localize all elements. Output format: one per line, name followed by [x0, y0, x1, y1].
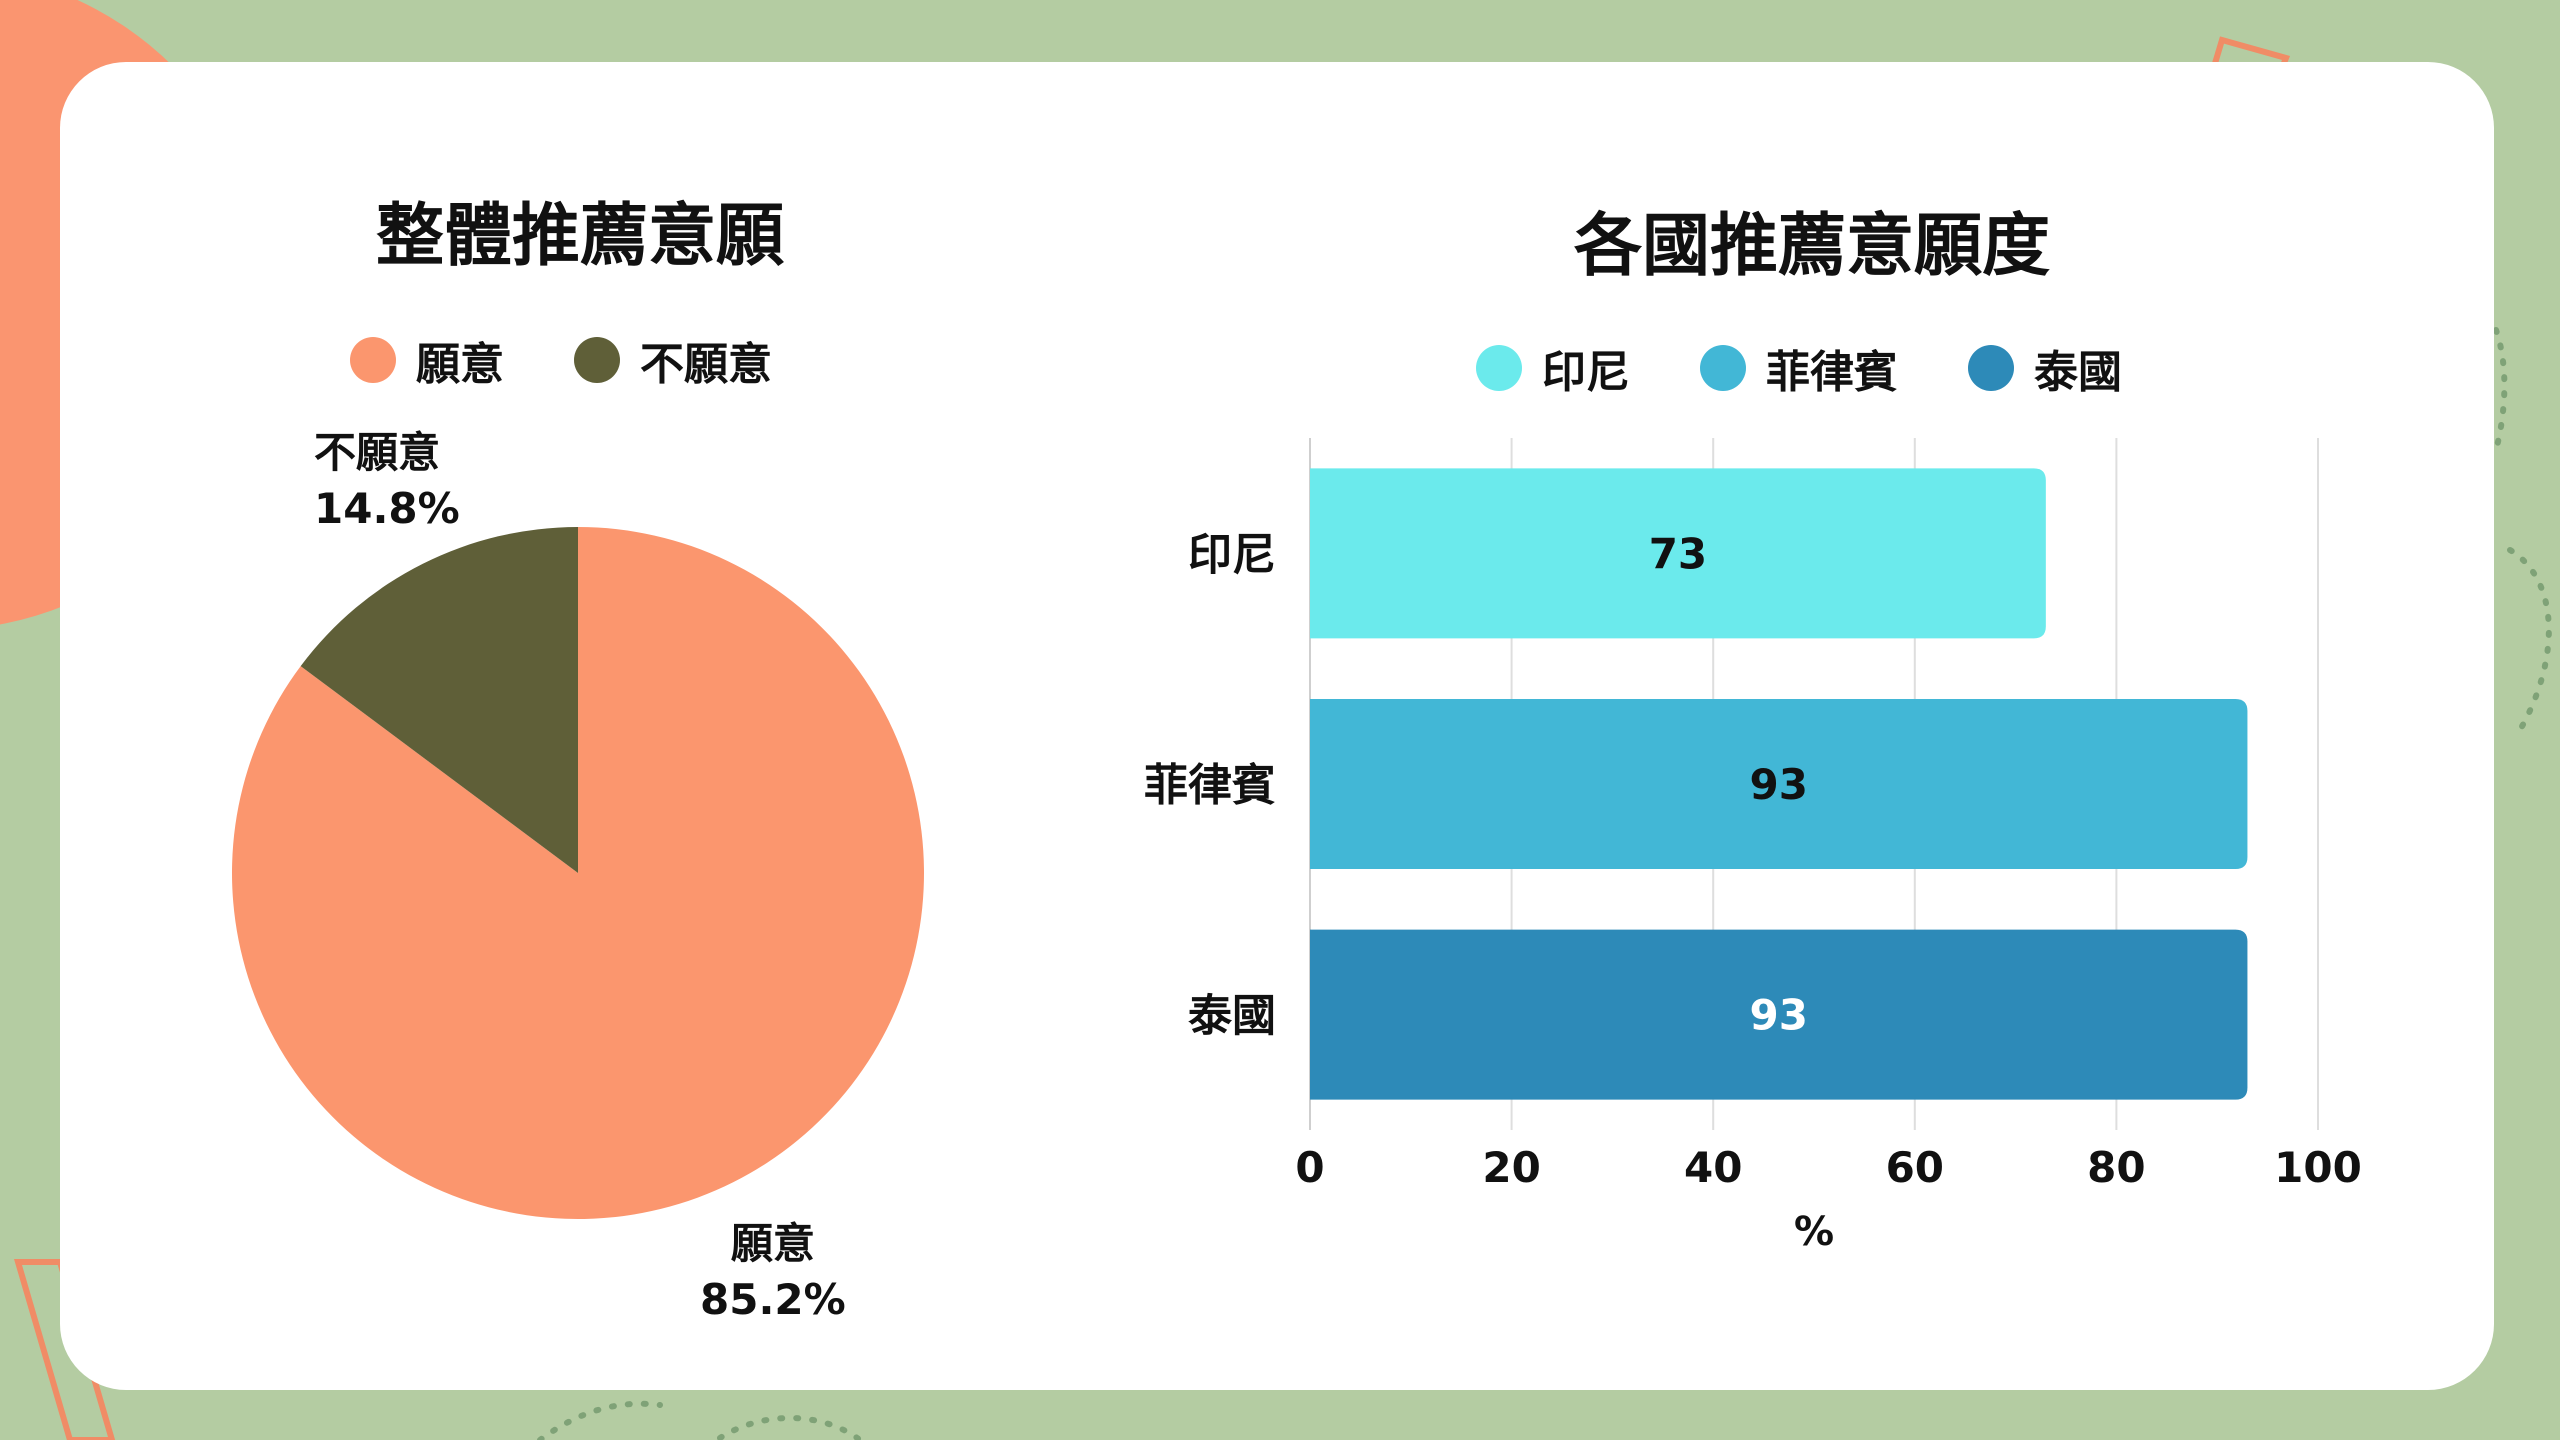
- legend-dot-icon: [1476, 345, 1522, 391]
- legend-item-indonesia: 印尼: [1476, 336, 1630, 400]
- bar-thailand: [1310, 929, 2248, 1100]
- legend-dot-icon: [574, 337, 620, 383]
- category-label: 菲律賓: [1144, 760, 1276, 811]
- decorative-dotted-curve: [2507, 547, 2552, 733]
- bar-indonesia: [1310, 468, 2046, 639]
- x-axis-label: %: [1794, 1209, 1834, 1255]
- decorative-dotted-curve: [2493, 327, 2508, 453]
- legend-dot-icon: [1700, 345, 1746, 391]
- pie-legend: 願意 不願意: [350, 328, 772, 392]
- x-tick-label: 40: [1684, 1143, 1742, 1192]
- legend-item-unwilling: 不願意: [574, 328, 772, 392]
- legend-label: 菲律賓: [1766, 347, 1898, 398]
- legend-label: 泰國: [2034, 347, 2122, 398]
- bar-value-label: 73: [1649, 529, 1707, 578]
- legend-dot-icon: [1968, 345, 2014, 391]
- x-tick-label: 0: [1295, 1143, 1324, 1192]
- pie-slice-label-name: 不願意: [314, 428, 441, 477]
- pie-slice-unwilling: [300, 527, 578, 873]
- legend-label: 印尼: [1542, 347, 1630, 398]
- x-tick-label: 20: [1482, 1143, 1540, 1192]
- x-tick-label: 100: [2274, 1143, 2362, 1192]
- legend-item-willing: 願意: [350, 328, 504, 392]
- legend-item-thailand: 泰國: [1968, 336, 2122, 400]
- legend-item-philippines: 菲律賓: [1700, 336, 1898, 400]
- pie-slice-label-value: 85.2%: [700, 1275, 846, 1324]
- legend-dot-icon: [350, 337, 396, 383]
- category-label: 泰國: [1188, 991, 1276, 1042]
- bar-value-label: 93: [1749, 760, 1807, 809]
- bar-value-label: 93: [1749, 991, 1807, 1040]
- decorative-dotted-curve: [717, 1415, 863, 1440]
- pie-slice-label-unwilling: 不願意 14.8%: [314, 425, 460, 537]
- pie-slice-label-willing: 願意 85.2%: [700, 1216, 846, 1328]
- pie-slice-label-name: 願意: [730, 1219, 815, 1268]
- bar-chart-title: 各國推薦意願度: [1573, 207, 2050, 286]
- category-label: 印尼: [1188, 529, 1276, 580]
- bar-philippines: [1310, 699, 2248, 869]
- decorative-dotted-curve: [537, 1400, 663, 1440]
- pie-slice-label-value: 14.8%: [314, 484, 460, 533]
- x-tick-label: 60: [1886, 1143, 1944, 1192]
- decorative-outline-shape: [13, 1259, 116, 1440]
- pie-chart-title: 整體推薦意願: [375, 197, 784, 276]
- x-tick-label: 80: [2087, 1143, 2145, 1192]
- legend-label: 願意: [416, 339, 504, 390]
- bar-legend: 印尼 菲律賓 泰國: [1476, 336, 2122, 400]
- legend-label: 不願意: [640, 339, 772, 390]
